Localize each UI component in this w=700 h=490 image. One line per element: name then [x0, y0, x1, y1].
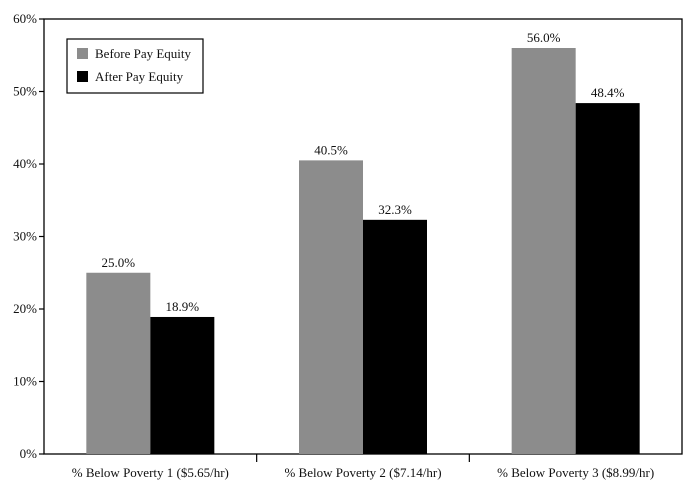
x-category-label: % Below Poverty 2 ($7.14/hr)	[284, 465, 441, 480]
data-label: 56.0%	[527, 30, 561, 45]
y-axis: 0% 10% 20% 30% 40% 50% 60%	[13, 11, 44, 461]
bar-before-1	[86, 272, 151, 454]
legend-label-before: Before Pay Equity	[95, 46, 192, 61]
data-label: 32.3%	[378, 202, 412, 217]
y-tick-label: 40%	[13, 156, 37, 171]
data-label: 25.0%	[102, 255, 136, 270]
legend-label-after: After Pay Equity	[95, 69, 184, 84]
bar-after-2	[363, 219, 427, 454]
bar-after-3	[575, 103, 640, 454]
data-label: 40.5%	[314, 142, 348, 157]
y-tick-label: 10%	[13, 374, 37, 389]
y-tick-label: 0%	[20, 446, 38, 461]
x-axis: % Below Poverty 1 ($5.65/hr) % Below Pove…	[72, 454, 654, 480]
y-tick-label: 30%	[13, 229, 37, 244]
legend-box	[66, 38, 204, 94]
y-tick-label: 60%	[13, 11, 37, 26]
data-label: 48.4%	[591, 85, 625, 100]
legend-swatch-after	[77, 71, 88, 82]
y-tick-label: 50%	[13, 84, 37, 99]
bar-before-3	[511, 48, 576, 454]
x-category-label: % Below Poverty 1 ($5.65/hr)	[72, 465, 229, 480]
legend: Before Pay Equity After Pay Equity	[66, 38, 204, 94]
x-category-label: % Below Poverty 3 ($8.99/hr)	[497, 465, 654, 480]
bar-after-1	[150, 316, 215, 454]
data-label: 18.9%	[166, 299, 200, 314]
bar-before-2	[299, 160, 363, 454]
legend-swatch-before	[77, 48, 88, 59]
y-tick-label: 20%	[13, 301, 37, 316]
bars-group: 25.0% 18.9% 40.5% 32.3% 56.0% 48.4%	[86, 30, 640, 454]
